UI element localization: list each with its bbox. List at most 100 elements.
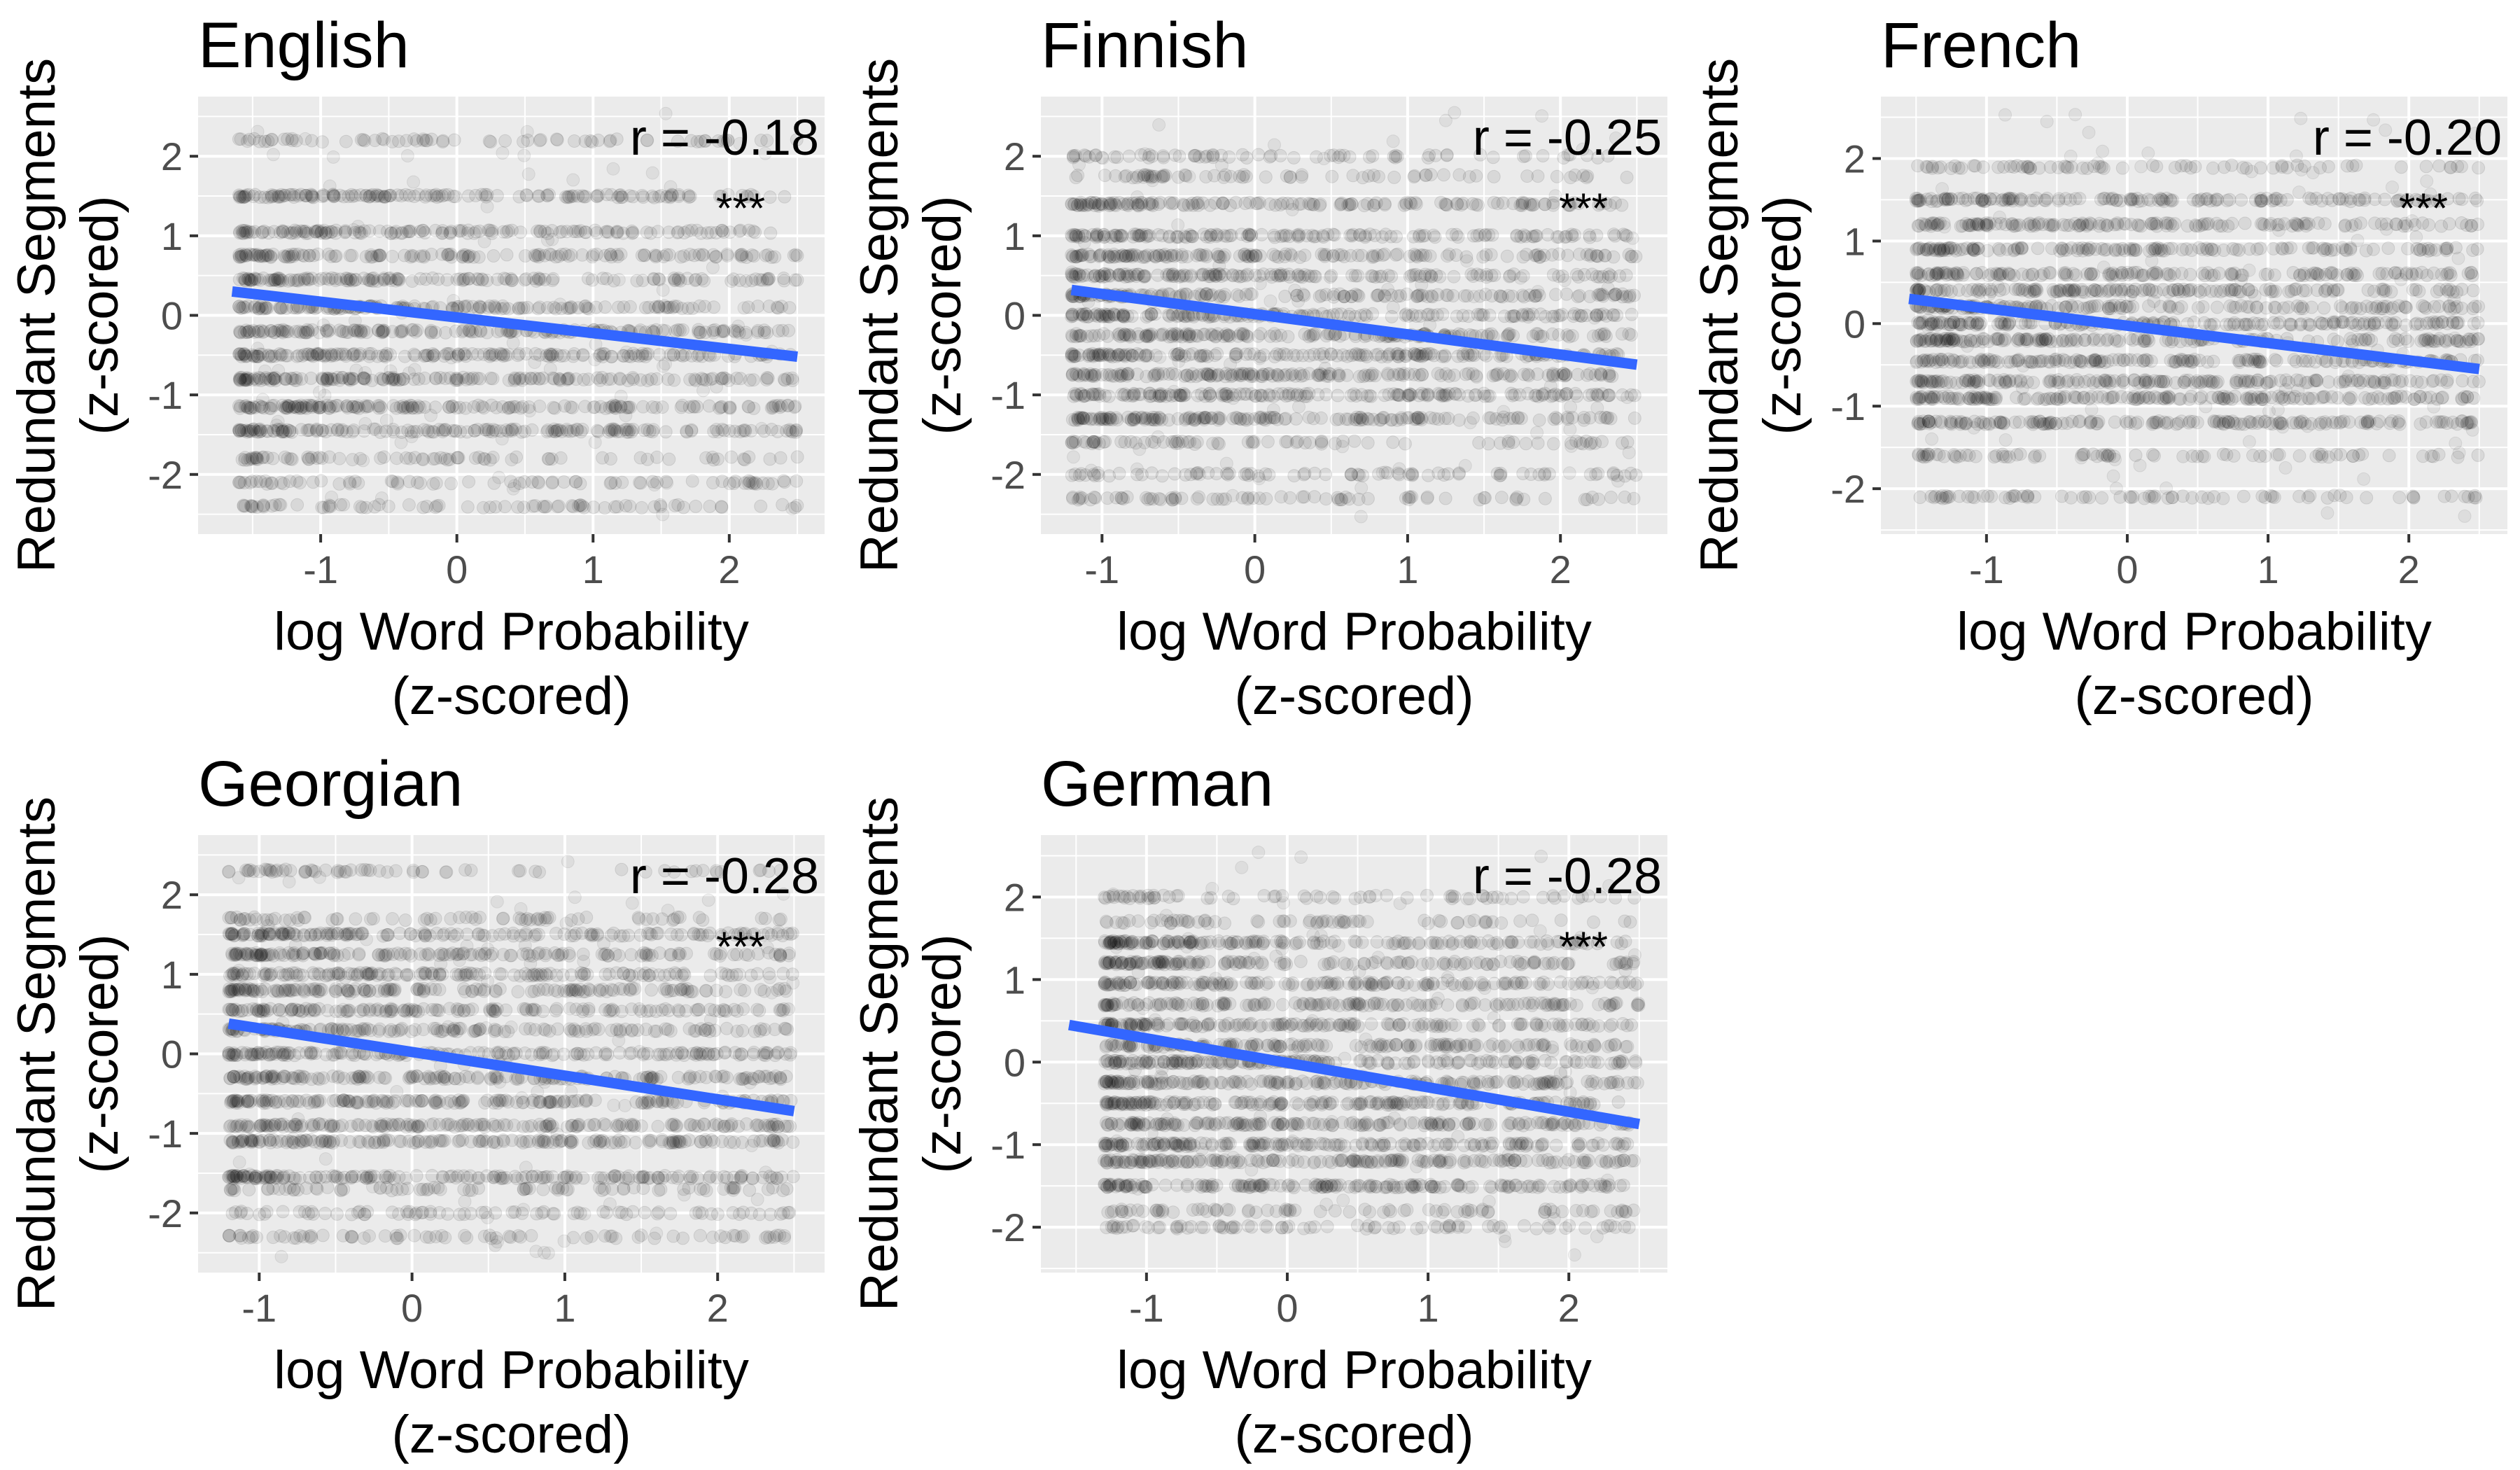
data-point [603,248,617,262]
data-point [760,373,774,386]
data-point [1315,435,1329,449]
data-point [487,476,501,490]
data-point [1146,492,1160,506]
data-point [1171,218,1185,232]
data-point [1572,247,1586,261]
data-point [373,426,387,439]
data-point [1343,198,1357,211]
data-point [760,273,774,287]
data-point [465,347,479,360]
data-point [608,500,622,514]
data-point [533,134,547,148]
data-point [1484,248,1498,262]
data-point [456,274,470,288]
data-point [1620,170,1634,184]
data-point [2362,414,2376,428]
data-point [475,273,489,287]
data-point [373,248,387,262]
data-point [566,189,580,203]
data-point [761,477,775,491]
data-point [482,424,496,438]
data-point [1624,328,1638,342]
data-point [1287,150,1301,164]
data-point [451,373,465,387]
data-point [2413,390,2427,404]
data-point [1494,491,1508,505]
data-point [1352,227,1366,241]
data-point [589,247,603,261]
data-point [1252,148,1266,162]
data-point [734,248,748,262]
data-point [1095,368,1109,382]
data-point [1342,492,1356,506]
data-point [528,499,542,512]
data-point [262,226,276,240]
data-point [1993,376,2007,389]
data-point [771,398,785,412]
data-point [653,498,667,512]
data-point [1481,389,1495,403]
data-point [1565,329,1579,343]
data-point [447,133,461,147]
data-point [1590,401,1604,415]
x-axis-label: log Word Probability [274,602,749,662]
data-point [1415,368,1429,382]
data-point [1394,289,1408,302]
data-point [300,188,314,202]
data-point [1968,374,1982,388]
data-point [430,499,444,513]
data-point [1602,388,1616,402]
data-point [1500,330,1514,344]
data-point [315,451,329,465]
data-point [267,398,281,412]
data-point [1471,198,1485,212]
data-point [1126,349,1140,363]
data-point [2360,491,2374,505]
data-point [241,453,255,467]
data-point [774,451,788,465]
data-point [541,233,554,247]
data-point [339,134,353,148]
data-point [790,423,803,437]
data-point [754,499,768,513]
data-point [2044,416,2058,430]
data-point [300,424,314,438]
data-point [778,190,792,204]
data-point [673,323,687,337]
data-point [1100,491,1114,505]
data-point [282,250,296,264]
data-point [254,424,268,438]
data-point [1072,328,1086,342]
data-point [542,452,556,466]
data-point [788,400,802,414]
data-point [1226,391,1240,405]
data-point [1392,462,1406,476]
data-point [1259,170,1273,184]
data-point [232,424,246,438]
data-point [1065,435,1079,449]
data-point [315,500,329,514]
data-point [1389,248,1403,262]
data-point [1532,413,1546,427]
data-point [333,498,347,512]
data-point [421,349,435,363]
data-point [1166,493,1180,507]
data-point [380,346,394,360]
data-point [2382,449,2396,463]
significance-label: *** [1559,185,1608,232]
data-point [685,349,699,363]
data-point [1387,170,1401,184]
data-point [284,452,298,465]
data-point [1361,491,1375,505]
data-point [739,328,753,342]
data-point [1386,300,1400,314]
data-point [713,401,726,415]
data-point [517,475,531,489]
data-point [777,372,791,386]
data-point [279,425,293,439]
data-point [1376,465,1390,479]
data-point [566,500,580,514]
data-point [742,400,756,414]
data-point [282,399,296,413]
data-point [1238,197,1252,210]
